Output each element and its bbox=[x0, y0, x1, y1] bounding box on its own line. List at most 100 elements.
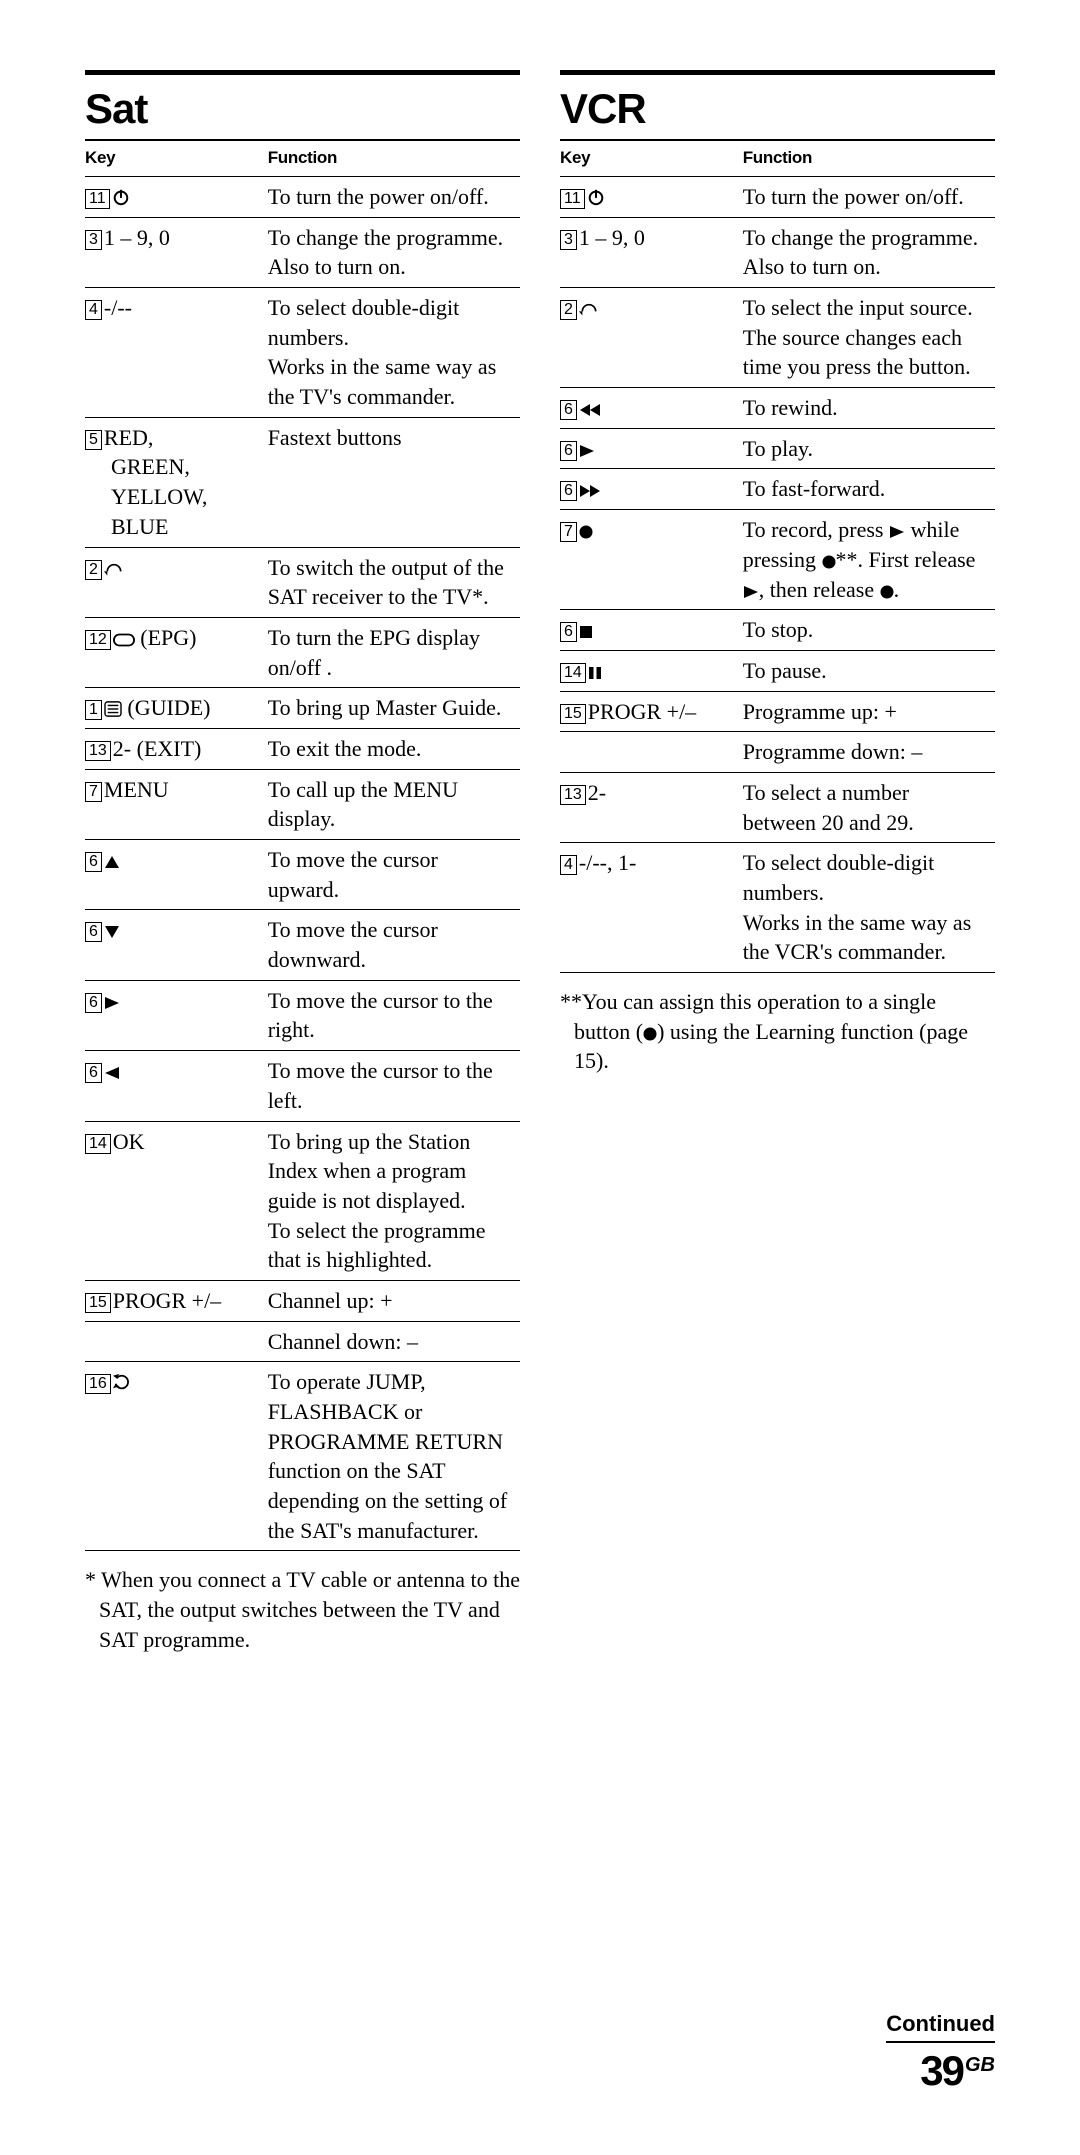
table-row: 132- (EXIT)To exit the mode. bbox=[85, 728, 520, 769]
sat-table: Key Function 11To turn the power on/off.… bbox=[85, 139, 520, 1551]
table-row: 6 To move the cursor to the right. bbox=[85, 980, 520, 1050]
col-header-key: Key bbox=[560, 140, 743, 176]
key-number-box: 2 bbox=[85, 560, 102, 580]
sat-footnote: * When you connect a TV cable or antenna… bbox=[85, 1565, 520, 1654]
key-number-box: 6 bbox=[85, 993, 102, 1013]
function-cell: To move the cursor upward. bbox=[268, 840, 520, 910]
function-cell: To turn the power on/off. bbox=[743, 176, 995, 217]
key-number-box: 5 bbox=[85, 430, 102, 450]
key-cell: 4-/-- bbox=[85, 288, 268, 418]
key-number-box: 3 bbox=[560, 230, 577, 250]
key-cell bbox=[560, 732, 743, 773]
function-cell: To rewind. bbox=[743, 388, 995, 429]
table-row: 16To operate JUMP, FLASHBACK or PROGRAMM… bbox=[85, 1362, 520, 1551]
key-cell: 2 bbox=[85, 547, 268, 617]
table-row: 12 (EPG)To turn the EPG display on/off . bbox=[85, 617, 520, 687]
function-cell: Channel up: + bbox=[268, 1280, 520, 1321]
table-row: 6To play. bbox=[560, 428, 995, 469]
table-row: 11To turn the power on/off. bbox=[560, 176, 995, 217]
key-number-box: 6 bbox=[85, 852, 102, 872]
key-cell: 6 bbox=[560, 469, 743, 510]
key-cell: 1 (GUIDE) bbox=[85, 688, 268, 729]
table-row: Programme down: – bbox=[560, 732, 995, 773]
key-number-box: 12 bbox=[85, 630, 111, 650]
table-row: 6 To fast-forward. bbox=[560, 469, 995, 510]
table-row: 1 (GUIDE)To bring up Master Guide. bbox=[85, 688, 520, 729]
key-cell: 132- bbox=[560, 772, 743, 842]
key-number-box: 4 bbox=[85, 300, 102, 320]
function-cell: To fast-forward. bbox=[743, 469, 995, 510]
table-row: 2 To switch the output of the SAT receive… bbox=[85, 547, 520, 617]
key-cell: 31 – 9, 0 bbox=[560, 217, 743, 287]
function-cell: To switch the output of the SAT receiver… bbox=[268, 547, 520, 617]
key-number-box: 13 bbox=[560, 785, 586, 805]
key-cell: 6 bbox=[85, 980, 268, 1050]
function-cell: To record, press while pressing **. Firs… bbox=[743, 510, 995, 610]
manual-page: Sat Key Function 11To turn the power on/… bbox=[0, 0, 1080, 2155]
function-cell: To select a number between 20 and 29. bbox=[743, 772, 995, 842]
key-cell: 5RED,GREEN,YELLOW,BLUE bbox=[85, 417, 268, 547]
sat-column: Sat Key Function 11To turn the power on/… bbox=[85, 70, 520, 1677]
function-cell: Programme down: – bbox=[743, 732, 995, 773]
key-number-box: 6 bbox=[560, 622, 577, 642]
vcr-title: VCR bbox=[560, 70, 995, 139]
key-number-box: 6 bbox=[560, 441, 577, 461]
key-cell: 132- (EXIT) bbox=[85, 728, 268, 769]
key-number-box: 15 bbox=[560, 704, 586, 724]
function-cell: To move the cursor downward. bbox=[268, 910, 520, 980]
key-number-box: 6 bbox=[85, 922, 102, 942]
table-row: 5RED,GREEN,YELLOW,BLUEFastext buttons bbox=[85, 417, 520, 547]
function-cell: To stop. bbox=[743, 610, 995, 651]
col-header-key: Key bbox=[85, 140, 268, 176]
two-column-layout: Sat Key Function 11To turn the power on/… bbox=[85, 70, 995, 1677]
continued-label: Continued bbox=[886, 2011, 995, 2043]
key-number-box: 16 bbox=[85, 1374, 111, 1394]
function-cell: To pause. bbox=[743, 650, 995, 691]
function-cell: To turn the power on/off. bbox=[268, 176, 520, 217]
key-number-box: 7 bbox=[560, 522, 577, 542]
table-row: 11 To turn the power on/off. bbox=[85, 176, 520, 217]
vcr-table: Key Function 11To turn the power on/off.… bbox=[560, 139, 995, 973]
key-number-box: 1 bbox=[85, 700, 102, 720]
key-cell: 11 bbox=[85, 176, 268, 217]
function-cell: To exit the mode. bbox=[268, 728, 520, 769]
function-cell: Channel down: – bbox=[268, 1321, 520, 1362]
table-row: 6 To move the cursor upward. bbox=[85, 840, 520, 910]
table-row: Channel down: – bbox=[85, 1321, 520, 1362]
key-cell: 7 bbox=[560, 510, 743, 610]
key-number-box: 4 bbox=[560, 855, 577, 875]
function-cell: To select double-digit numbers.Works in … bbox=[743, 843, 995, 973]
key-cell: 14 bbox=[560, 650, 743, 691]
function-cell: To call up the MENU display. bbox=[268, 769, 520, 839]
function-cell: Fastext buttons bbox=[268, 417, 520, 547]
key-cell bbox=[85, 1321, 268, 1362]
key-cell: 2 bbox=[560, 288, 743, 388]
key-number-box: 11 bbox=[85, 189, 110, 209]
key-cell: 7MENU bbox=[85, 769, 268, 839]
table-row: 14OKTo bring up the Station Index when a… bbox=[85, 1121, 520, 1280]
table-row: 6To rewind. bbox=[560, 388, 995, 429]
key-number-box: 3 bbox=[85, 230, 102, 250]
function-cell: To bring up the Station Index when a pro… bbox=[268, 1121, 520, 1280]
key-number-box: 14 bbox=[560, 663, 586, 683]
table-row: 6 To stop. bbox=[560, 610, 995, 651]
table-row: 132-To select a number between 20 and 29… bbox=[560, 772, 995, 842]
table-row: 31 – 9, 0To change the programme.Also to… bbox=[85, 217, 520, 287]
function-cell: To move the cursor to the right. bbox=[268, 980, 520, 1050]
key-number-box: 15 bbox=[85, 1293, 111, 1313]
sat-title: Sat bbox=[85, 70, 520, 139]
page-number: 39GB bbox=[886, 2047, 995, 2095]
page-footer: Continued 39GB bbox=[886, 2011, 995, 2095]
function-cell: To change the programme.Also to turn on. bbox=[743, 217, 995, 287]
key-cell: 11 bbox=[560, 176, 743, 217]
key-cell: 6 bbox=[560, 610, 743, 651]
table-row: 2To select the input source. The source … bbox=[560, 288, 995, 388]
function-cell: To select the input source. The source c… bbox=[743, 288, 995, 388]
key-cell: 6 bbox=[560, 428, 743, 469]
table-row: 4-/--, 1-To select double-digit numbers.… bbox=[560, 843, 995, 973]
key-number-box: 6 bbox=[560, 481, 577, 501]
table-row: 7MENUTo call up the MENU display. bbox=[85, 769, 520, 839]
vcr-column: VCR Key Function 11To turn the power on/… bbox=[560, 70, 995, 1677]
table-row: 14 To pause. bbox=[560, 650, 995, 691]
key-cell: 6 bbox=[85, 1051, 268, 1121]
